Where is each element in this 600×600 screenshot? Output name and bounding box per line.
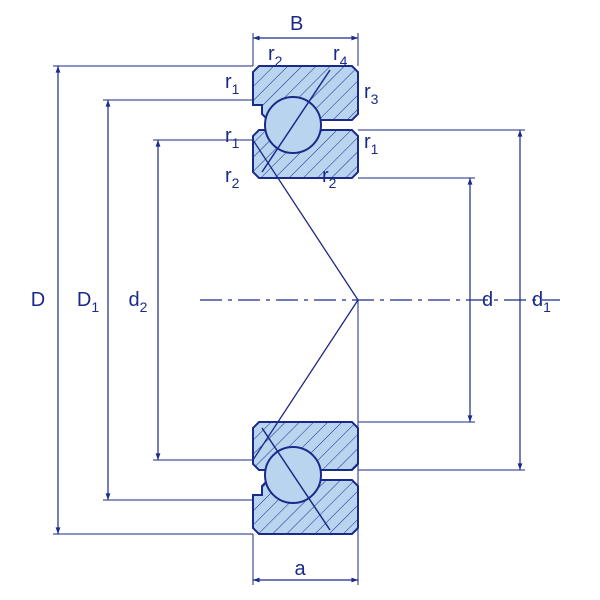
- svg-text:B: B: [290, 13, 303, 35]
- svg-text:D1: D1: [77, 289, 99, 315]
- svg-text:r2: r2: [225, 165, 240, 191]
- bearing-section-top: [253, 66, 358, 300]
- dimension-D1: D1: [77, 100, 253, 500]
- svg-text:r1: r1: [225, 71, 240, 97]
- svg-text:a: a: [294, 558, 306, 580]
- svg-text:r3: r3: [364, 81, 379, 107]
- svg-text:d: d: [482, 289, 493, 311]
- bearing-section-bottom: [253, 300, 358, 534]
- svg-text:r1: r1: [364, 131, 379, 157]
- svg-text:D: D: [31, 289, 45, 311]
- svg-text:d1: d1: [532, 289, 551, 315]
- svg-text:d2: d2: [129, 289, 148, 315]
- svg-text:r1: r1: [225, 125, 240, 151]
